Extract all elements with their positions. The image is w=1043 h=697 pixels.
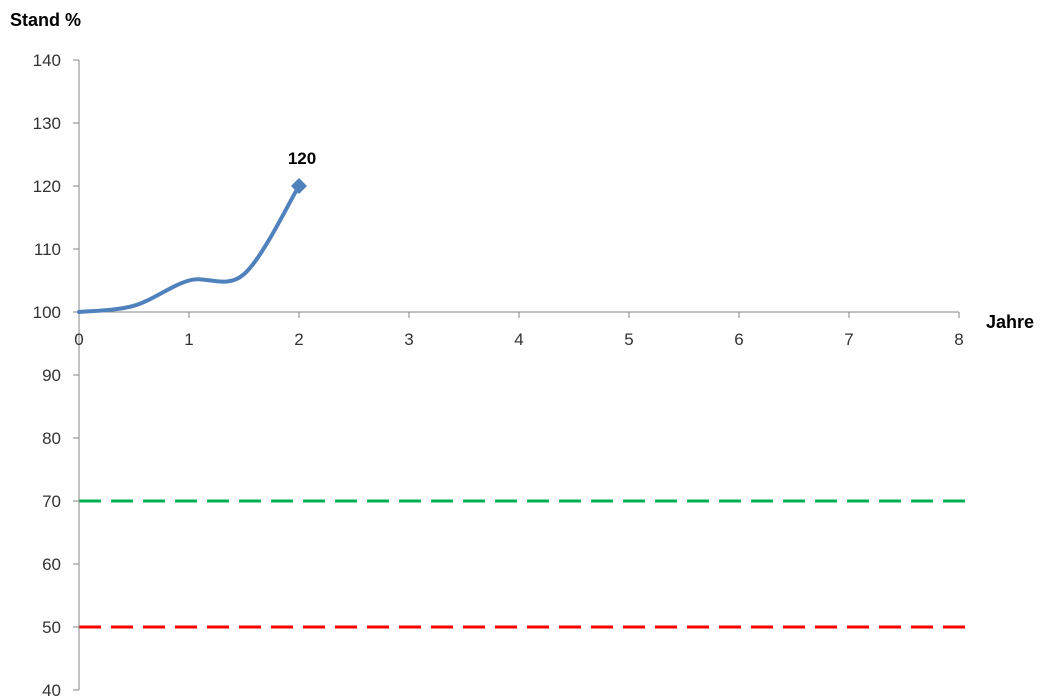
x-axis-ticks: 0 1 2 3 4 5 6 7 8 (74, 312, 964, 349)
x-tick-label: 5 (624, 330, 633, 349)
y-tick-label: 70 (42, 492, 61, 511)
reference-lines (79, 499, 970, 629)
x-tick-label: 0 (74, 330, 83, 349)
x-tick-label: 2 (294, 330, 303, 349)
y-axis-title: Stand % (10, 10, 81, 30)
x-tick-label: 1 (184, 330, 193, 349)
data-label: 120 (288, 149, 316, 168)
y-tick-label: 50 (42, 618, 61, 637)
x-tick-label: 4 (514, 330, 523, 349)
y-tick-label: 140 (33, 51, 61, 70)
x-tick-label: 6 (734, 330, 743, 349)
x-tick-label: 3 (404, 330, 413, 349)
series-end-marker (291, 178, 307, 194)
y-tick-label: 120 (33, 177, 61, 196)
y-tick-label: 40 (42, 681, 61, 697)
x-tick-label: 8 (954, 330, 963, 349)
y-tick-label: 90 (42, 366, 61, 385)
x-tick-label: 7 (844, 330, 853, 349)
y-tick-label: 130 (33, 114, 61, 133)
series-line (77, 184, 301, 314)
y-tick-label: 100 (33, 303, 61, 322)
y-tick-label: 60 (42, 555, 61, 574)
y-axis-ticks: 140 130 120 110 100 90 80 70 60 50 40 (33, 51, 79, 697)
series-group: 120 (77, 149, 316, 314)
axes (78, 60, 959, 690)
y-tick-label: 80 (42, 429, 61, 448)
x-axis-title: Jahre (986, 312, 1034, 332)
y-tick-label: 110 (34, 240, 61, 259)
